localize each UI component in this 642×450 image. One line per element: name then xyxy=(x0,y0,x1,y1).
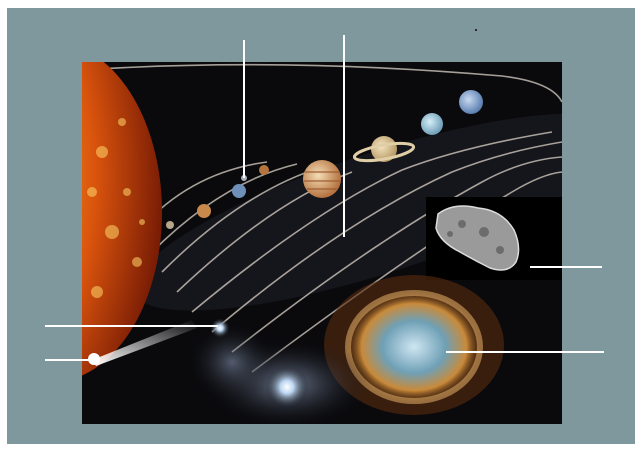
nebula-ring xyxy=(345,290,483,404)
asteroid xyxy=(435,205,520,271)
asteroid-craters xyxy=(447,220,504,254)
pointer-comet xyxy=(45,359,91,361)
milky-way-band xyxy=(134,113,562,311)
venus xyxy=(197,204,211,218)
comet xyxy=(88,353,100,365)
pointer-star xyxy=(45,325,218,327)
gas-cloud xyxy=(187,322,277,402)
pointer-asteroid xyxy=(530,266,602,268)
nebula xyxy=(344,289,484,405)
uranus xyxy=(421,113,443,135)
comet-tail xyxy=(92,320,197,366)
neptune xyxy=(459,90,483,114)
pointer-nebula xyxy=(446,351,604,353)
jupiter-bands xyxy=(304,171,340,190)
jupiter xyxy=(303,160,341,198)
galaxy-core xyxy=(265,365,309,409)
mercury xyxy=(166,221,174,229)
moon xyxy=(241,175,247,181)
earth xyxy=(232,184,246,198)
sun xyxy=(82,62,162,376)
saturn xyxy=(352,136,416,163)
solar-system-image xyxy=(82,62,562,424)
pointer-asteroid-belt-region xyxy=(343,35,345,237)
stray-dot xyxy=(475,29,477,31)
pointer-earth-region xyxy=(243,40,245,178)
mars xyxy=(259,165,269,175)
sun-texture xyxy=(87,118,145,298)
star xyxy=(210,318,230,338)
